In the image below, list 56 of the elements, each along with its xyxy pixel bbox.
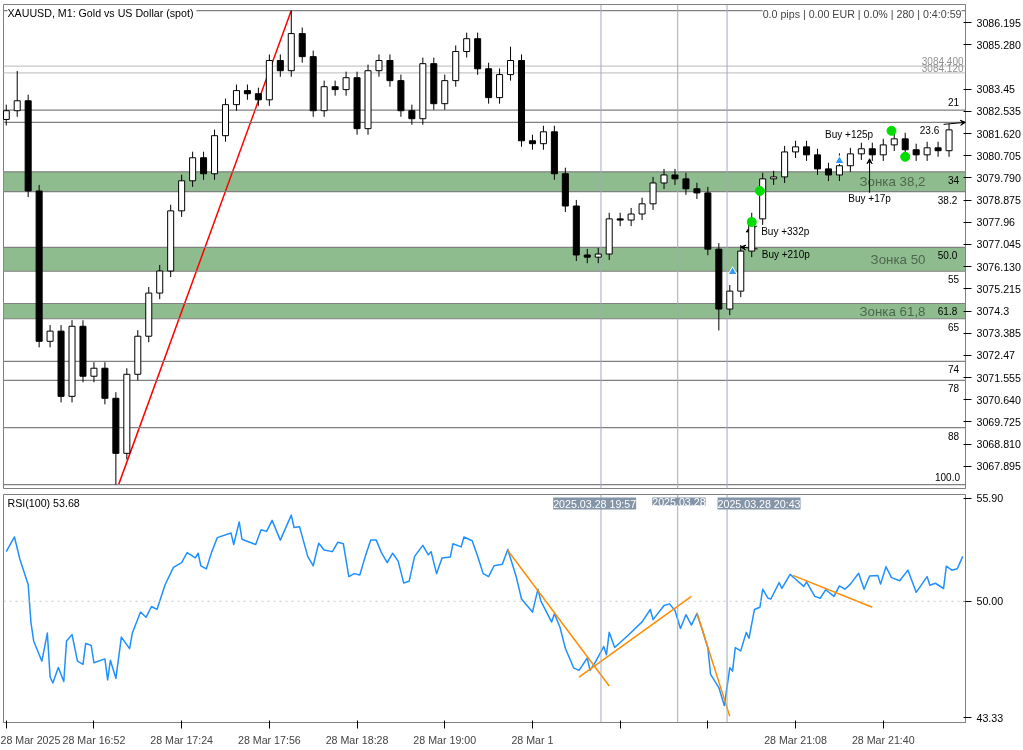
x-tick-label: 28 Mar 16:52 xyxy=(62,733,126,746)
y-tick-label: 3075.215 xyxy=(976,282,1022,295)
y-tick-label: 3082.535 xyxy=(976,105,1022,118)
annotation: Buy +210p xyxy=(761,249,811,261)
band-label: Зонка 61,8 xyxy=(859,303,926,319)
x-tick-label: 28 Mar 17:56 xyxy=(237,733,301,746)
ref-line-label: 2025.03.28 19:57 xyxy=(553,497,637,510)
annotation: Buy +332p xyxy=(761,226,810,238)
x-tick-label: 28 Mar 19:00 xyxy=(413,733,477,746)
annotation: Buy +17p xyxy=(848,193,892,205)
annotation: 65 xyxy=(947,321,960,333)
y-tick-label: 3079.790 xyxy=(976,171,1022,184)
y-tick-label: 3069.725 xyxy=(976,415,1022,428)
y-tick-label: 3077.045 xyxy=(976,238,1022,251)
y-tick-label: 3068.810 xyxy=(976,438,1022,451)
y-tick-label: 43.33 xyxy=(976,711,1004,724)
x-tick-label: 28 Mar 18:28 xyxy=(325,733,389,746)
ref-line-label: 2025.03.28 xyxy=(652,495,706,508)
annotation: 88 xyxy=(947,430,960,442)
annotation: 21 xyxy=(947,97,960,109)
annotation: Buy +125p xyxy=(825,129,874,141)
annotation: 61.8 xyxy=(937,306,958,318)
y-tick-label: 3085.280 xyxy=(976,38,1022,51)
y-tick-label: 3076.130 xyxy=(976,260,1022,273)
x-tick-label: 28 Mar 21:08 xyxy=(764,733,828,746)
y-tick-label: 3083.45 xyxy=(976,83,1016,96)
y-tick-label: 3081.620 xyxy=(976,127,1022,140)
y-tick-label: 3067.895 xyxy=(976,460,1022,473)
chart-title: RSI(100) 53.68 xyxy=(7,496,80,509)
y-tick-label: 3070.640 xyxy=(976,393,1022,406)
y-tick-label: 55.90 xyxy=(976,492,1004,505)
band-label: Зонка 50 xyxy=(870,251,926,267)
annotation: 23.6 xyxy=(919,125,940,137)
y-tick-label: 50.00 xyxy=(976,595,1004,608)
annotation: 78 xyxy=(947,383,960,395)
annotation: 74 xyxy=(947,364,960,376)
y-tick-label: 3071.555 xyxy=(976,371,1022,384)
chart-title: XAUUSD, M1: Gold vs US Dollar (spot) xyxy=(7,6,194,19)
y-tick-label: 3074.3 xyxy=(976,305,1010,317)
ref-line-label: 2025.03.28 20:43 xyxy=(717,497,801,510)
y-tick-label: 3077.96 xyxy=(976,216,1016,229)
x-tick-label: 28 Mar 1 xyxy=(511,733,554,746)
y-tick-label: 3078.875 xyxy=(976,194,1022,207)
y-tick-label: 3072.47 xyxy=(976,349,1016,362)
annotation: 34 xyxy=(947,174,960,186)
annotation: 55 xyxy=(947,274,960,286)
x-tick-label: 28 Mar 21:40 xyxy=(851,733,915,746)
y-tick-label: 3086.195 xyxy=(976,16,1022,29)
x-tick-label: 28 Mar 2025 xyxy=(0,733,61,746)
annotation: 0.0 pips | 0.00 EUR | 0.0% | 280 | 0:4:0:59 xyxy=(762,7,962,20)
annotation: 38.2 xyxy=(937,194,958,206)
annotation: 50.0 xyxy=(937,250,958,262)
y-tick-label: 3073.385 xyxy=(976,327,1022,340)
y-tick-label: 3080.705 xyxy=(976,149,1022,162)
annotation: 100.0 xyxy=(934,471,961,483)
x-tick-label: 28 Mar 17:24 xyxy=(150,733,214,746)
